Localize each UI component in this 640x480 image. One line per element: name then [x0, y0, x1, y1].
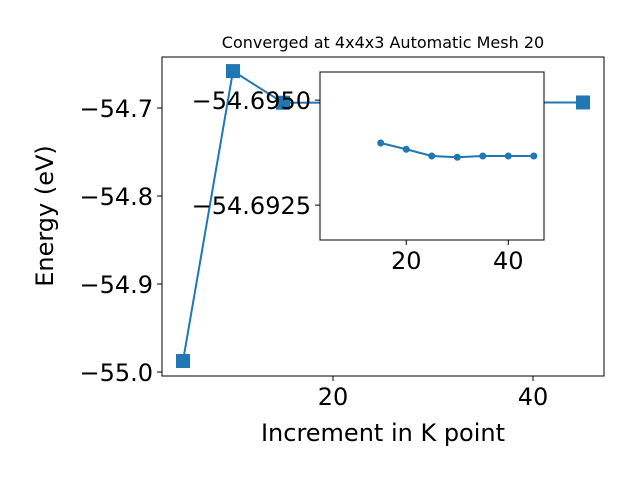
- axes-frame: [161, 56, 605, 377]
- y-tick-label: −54.9: [79, 271, 153, 299]
- axes-frame: [319, 71, 545, 241]
- data-point: [504, 152, 512, 160]
- x-tick-label: 20: [391, 247, 422, 275]
- data-point: [402, 145, 410, 153]
- x-tick-label: 20: [318, 383, 349, 411]
- data-point: [530, 152, 538, 160]
- data-point: [377, 139, 385, 147]
- x-tick-label: 40: [518, 383, 549, 411]
- y-tick-label: −54.7: [79, 95, 153, 123]
- x-axis-label: Increment in K point: [261, 419, 505, 447]
- y-tick-label: −54.6925: [192, 192, 311, 220]
- data-point: [576, 95, 590, 110]
- y-axis-label: Energy (eV): [31, 145, 59, 287]
- y-tick-label: −54.8: [79, 183, 153, 211]
- x-tick-label: 40: [493, 247, 524, 275]
- y-tick-label: −54.6950: [192, 87, 311, 115]
- data-point: [226, 64, 240, 79]
- data-point: [428, 152, 436, 160]
- chart-title: Converged at 4x4x3 Automatic Mesh 20: [222, 33, 544, 52]
- plot-clip: [377, 139, 538, 161]
- data-point: [479, 152, 487, 160]
- data-point: [176, 354, 190, 369]
- y-tick-label: −55.0: [79, 359, 153, 387]
- data-point: [453, 153, 461, 161]
- data-point: [276, 95, 290, 110]
